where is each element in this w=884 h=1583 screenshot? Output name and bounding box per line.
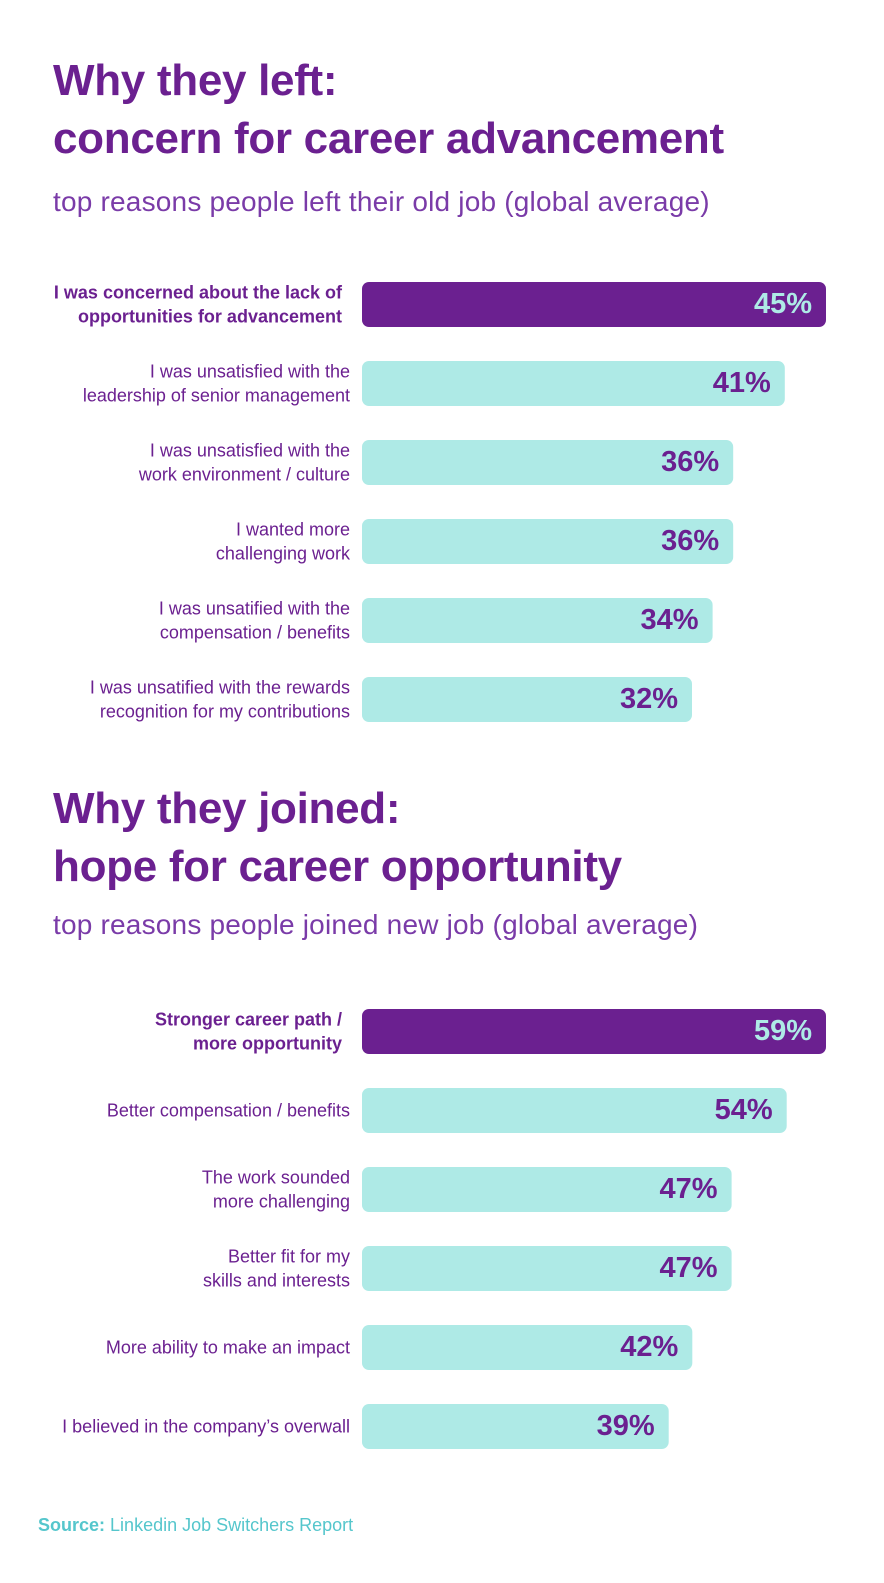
bar-value-label: 36% bbox=[661, 525, 719, 557]
category-label: I was unsatified with the compensation / … bbox=[159, 599, 350, 643]
category-label: I was unsatisfied with the leadership of … bbox=[83, 362, 350, 406]
category-label: I was unsatified with the rewards recogni… bbox=[90, 678, 350, 722]
bar bbox=[362, 677, 692, 722]
category-label: Better compensation / benefits bbox=[107, 1101, 350, 1121]
bar-value-label: 59% bbox=[754, 1015, 812, 1047]
bar bbox=[362, 519, 734, 564]
bar bbox=[362, 1167, 732, 1212]
category-label: I was concerned about the lack of opportu… bbox=[54, 283, 343, 327]
category-label: I was unsatisfied with the work environme… bbox=[138, 441, 350, 485]
bar-value-label: 32% bbox=[620, 683, 678, 715]
bar-value-label: 36% bbox=[661, 446, 719, 478]
bar bbox=[362, 1088, 787, 1133]
source-note: Source: Linkedin Job Switchers Report bbox=[38, 1514, 353, 1536]
bar bbox=[362, 282, 826, 327]
category-label: Stronger career path / more opportunity bbox=[155, 1010, 342, 1054]
bar-value-label: 54% bbox=[715, 1094, 773, 1126]
category-label: I wanted more challenging work bbox=[216, 520, 351, 564]
bar bbox=[362, 598, 713, 643]
left-reasons-chart: 45% I was concerned about the lack of oppo… bbox=[54, 282, 826, 722]
bar-value-label: 42% bbox=[620, 1331, 678, 1363]
category-label: The work sounded more challenging bbox=[202, 1168, 350, 1212]
category-label: I believed in the company’s overwall bbox=[62, 1417, 350, 1437]
bar bbox=[362, 1246, 732, 1291]
category-label: More ability to make an impact bbox=[106, 1338, 350, 1358]
bar bbox=[362, 1009, 826, 1054]
bar-value-label: 39% bbox=[597, 1410, 655, 1442]
joined-reasons-chart: 59% Stronger career path / more opportunit… bbox=[62, 1009, 826, 1449]
bar bbox=[362, 1404, 669, 1449]
bar bbox=[362, 361, 785, 406]
source-label: Source: bbox=[38, 1515, 106, 1535]
bar bbox=[362, 1325, 693, 1370]
bar-value-label: 47% bbox=[660, 1173, 718, 1205]
bar-value-label: 41% bbox=[713, 367, 771, 399]
joined-section-subtitle: top reasons people joined new job (globa… bbox=[53, 909, 699, 940]
source-text: Linkedin Job Switchers Report bbox=[110, 1515, 354, 1535]
bar-value-label: 34% bbox=[641, 604, 699, 636]
joined-section-title: Why they joined: hope for career opportu… bbox=[53, 784, 622, 891]
bar bbox=[362, 440, 734, 485]
left-section-subtitle: top reasons people left their old job (g… bbox=[53, 186, 710, 217]
bar-value-label: 47% bbox=[660, 1252, 718, 1284]
category-label: Better fit for my skills and interests bbox=[203, 1247, 350, 1291]
bar-value-label: 45% bbox=[754, 288, 812, 320]
left-section-title: Why they left: concern for career advanc… bbox=[53, 56, 724, 163]
